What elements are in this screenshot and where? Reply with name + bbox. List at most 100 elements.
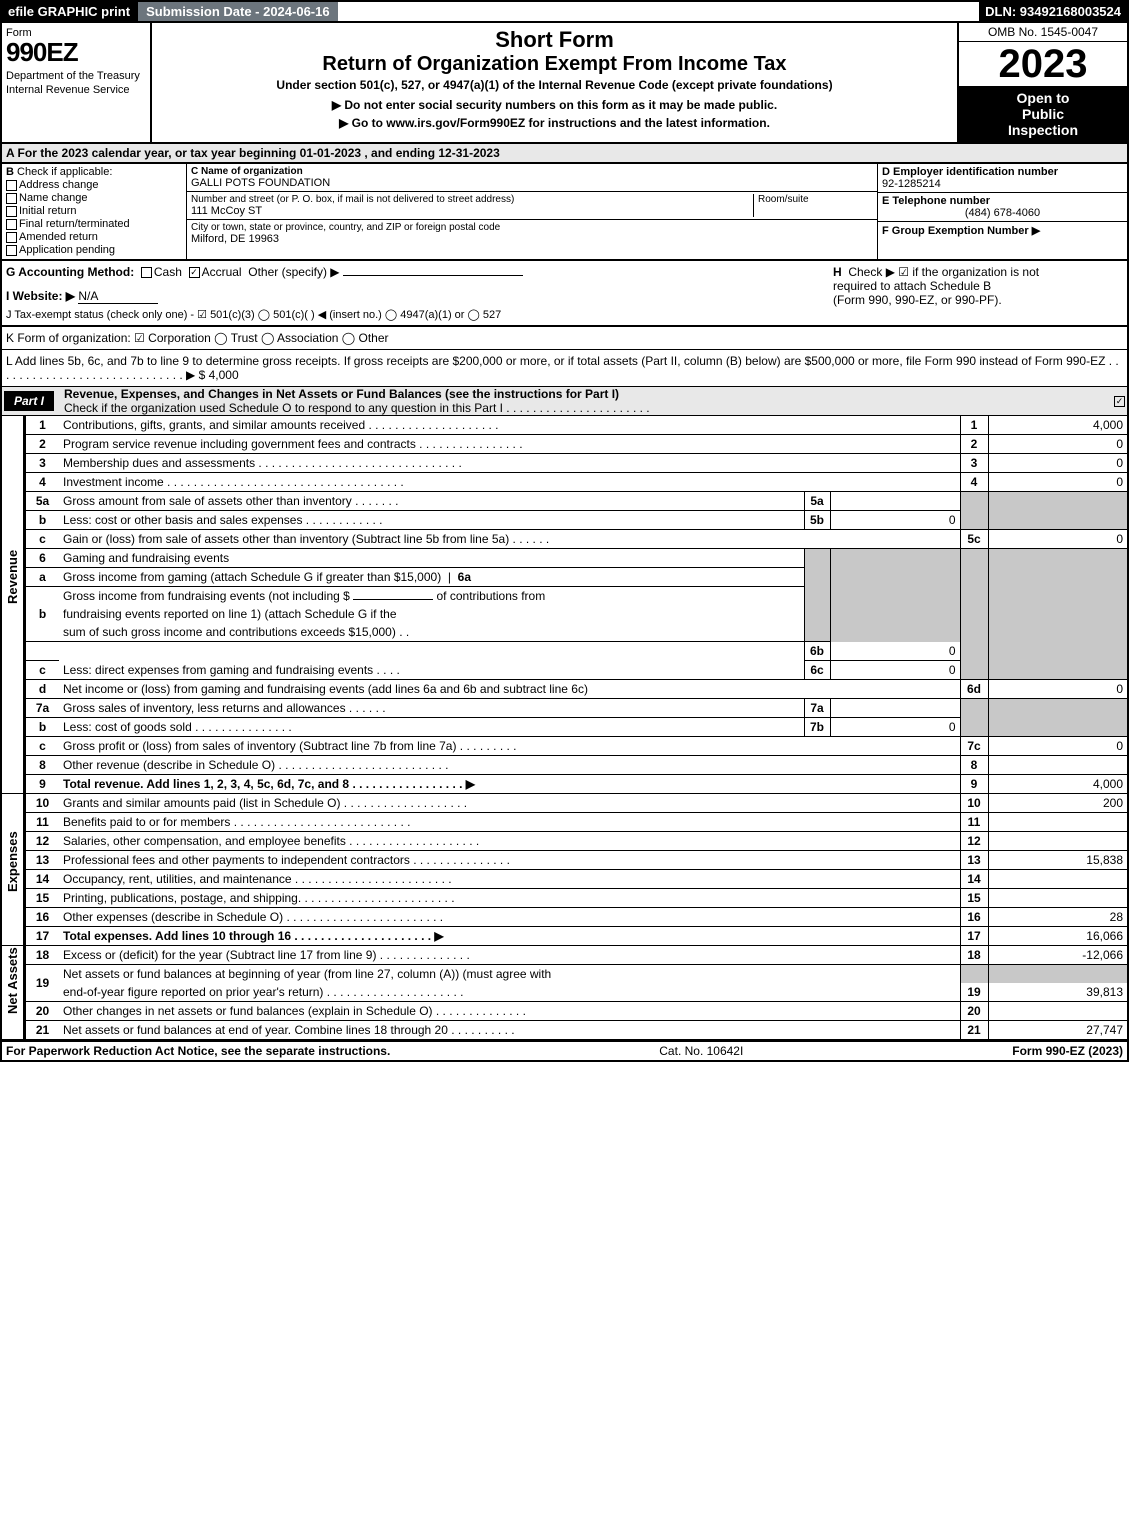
line-6d: dNet income or (loss) from gaming and fu…: [25, 680, 1128, 699]
form-meta-block: OMB No. 1545-0047 2023 Open to Public In…: [957, 23, 1127, 142]
revenue-section: Revenue 1Contributions, gifts, grants, a…: [0, 416, 1129, 794]
chk-cash[interactable]: [141, 267, 152, 278]
side-label-revenue: Revenue: [5, 583, 20, 604]
chk-name-change[interactable]: Name change: [6, 192, 182, 204]
net-assets-table: 18Excess or (deficit) for the year (Subt…: [24, 946, 1129, 1041]
line-16: 16Other expenses (describe in Schedule O…: [25, 908, 1128, 927]
dept-treasury: Department of the Treasury: [6, 70, 146, 82]
org-street: 111 McCoy ST: [191, 205, 753, 217]
line-14: 14Occupancy, rent, utilities, and mainte…: [25, 870, 1128, 889]
line-20: 20Other changes in net assets or fund ba…: [25, 1002, 1128, 1021]
line-10: 10Grants and similar amounts paid (list …: [25, 794, 1128, 813]
revenue-table: 1Contributions, gifts, grants, and simil…: [24, 416, 1129, 794]
tax-year: 2023: [959, 42, 1127, 86]
i-label: I Website: ▶: [6, 289, 75, 303]
h-line2: required to attach Schedule B: [833, 279, 1123, 293]
ein-value: 92-1285214: [882, 178, 941, 190]
line-9: 9Total revenue. Add lines 1, 2, 3, 4, 5c…: [25, 775, 1128, 794]
g-accrual: Accrual: [202, 265, 242, 279]
side-label-net-assets: Net Assets: [5, 993, 20, 1014]
title-ssn-warning: ▶ Do not enter social security numbers o…: [332, 98, 777, 112]
line-15: 15Printing, publications, postage, and s…: [25, 889, 1128, 908]
line-7c: cGross profit or (loss) from sales of in…: [25, 737, 1128, 756]
org-city: Milford, DE 19963: [191, 233, 500, 245]
pub-line2: Public: [963, 106, 1123, 122]
submission-date: Submission Date - 2024-06-16: [136, 2, 338, 21]
efile-print-text[interactable]: efile GRAPHIC print: [8, 4, 130, 19]
line-1: 1Contributions, gifts, grants, and simil…: [25, 416, 1128, 435]
footer-cat-no: Cat. No. 10642I: [659, 1044, 743, 1058]
title-goto-link[interactable]: ▶ Go to www.irs.gov/Form990EZ for instru…: [339, 116, 770, 130]
line-3: 3Membership dues and assessments . . . .…: [25, 454, 1128, 473]
h-line3: (Form 990, 990-EZ, or 990-PF).: [833, 293, 1123, 307]
line-13: 13Professional fees and other payments t…: [25, 851, 1128, 870]
part-1-title: Revenue, Expenses, and Changes in Net As…: [64, 387, 619, 401]
l-text: L Add lines 5b, 6c, and 7b to line 9 to …: [6, 354, 1119, 382]
chk-initial-return[interactable]: Initial return: [6, 205, 182, 217]
b-label: Check if applicable:: [17, 166, 112, 178]
6b-contrib-input[interactable]: [353, 599, 433, 600]
line-5a: 5aGross amount from sale of assets other…: [25, 492, 1128, 511]
c-city-label: City or town, state or province, country…: [191, 222, 500, 233]
form-number: 990EZ: [6, 37, 146, 68]
efile-print-link[interactable]: efile GRAPHIC print: [2, 2, 136, 21]
section-c-org-info: C Name of organization GALLI POTS FOUNDA…: [187, 164, 877, 259]
section-b-checkboxes: B Check if applicable: Address change Na…: [2, 164, 187, 259]
h-line1: Check ▶ ☑ if the organization is not: [848, 265, 1039, 279]
f-group-label: F Group Exemption Number ▶: [882, 225, 1040, 237]
footer-left: For Paperwork Reduction Act Notice, see …: [6, 1044, 390, 1058]
net-assets-section: Net Assets 18Excess or (deficit) for the…: [0, 946, 1129, 1041]
pub-line1: Open to: [963, 90, 1123, 106]
chk-accrual[interactable]: ✓: [189, 267, 200, 278]
chk-application-pending[interactable]: Application pending: [6, 244, 182, 256]
form-title-block: Short Form Return of Organization Exempt…: [152, 23, 957, 142]
line-19-1: 19Net assets or fund balances at beginni…: [25, 965, 1128, 984]
form-header: Form 990EZ Department of the Treasury In…: [0, 23, 1129, 144]
chk-amended-return[interactable]: Amended return: [6, 231, 182, 243]
dept-irs: Internal Revenue Service: [6, 84, 146, 96]
omb-number: OMB No. 1545-0047: [959, 23, 1127, 42]
title-section: Under section 501(c), 527, or 4947(a)(1)…: [276, 78, 832, 92]
chk-address-change[interactable]: Address change: [6, 179, 182, 191]
line-18: 18Excess or (deficit) for the year (Subt…: [25, 946, 1128, 965]
website-value: N/A: [78, 289, 158, 304]
section-k: K Form of organization: ☑ Corporation ◯ …: [0, 327, 1129, 350]
line-17: 17Total expenses. Add lines 10 through 1…: [25, 927, 1128, 946]
line-4: 4Investment income . . . . . . . . . . .…: [25, 473, 1128, 492]
line-11: 11Benefits paid to or for members . . . …: [25, 813, 1128, 832]
public-inspection: Open to Public Inspection: [959, 86, 1127, 142]
line-6: 6Gaming and fundraising events: [25, 549, 1128, 568]
section-g-h: G Accounting Method: Cash ✓Accrual Other…: [0, 261, 1129, 327]
c-addr-label: Number and street (or P. O. box, if mail…: [191, 194, 753, 205]
c-name-label: C Name of organization: [191, 166, 303, 177]
top-bar: efile GRAPHIC print Submission Date - 20…: [0, 0, 1129, 23]
part-1-header: Part I Revenue, Expenses, and Changes in…: [0, 387, 1129, 416]
section-d-e-f: D Employer identification number 92-1285…: [877, 164, 1127, 259]
footer-form-ref: Form 990-EZ (2023): [1012, 1044, 1123, 1058]
dln-number: DLN: 93492168003524: [979, 2, 1127, 21]
d-ein-label: D Employer identification number: [882, 166, 1058, 178]
section-a-calendar-year: A For the 2023 calendar year, or tax yea…: [0, 144, 1129, 164]
side-label-expenses: Expenses: [5, 871, 20, 892]
section-j: J Tax-exempt status (check only one) - ☑…: [6, 308, 825, 321]
form-id-block: Form 990EZ Department of the Treasury In…: [2, 23, 152, 142]
line-5c: cGain or (loss) from sale of assets othe…: [25, 530, 1128, 549]
c-room-label: Room/suite: [758, 194, 873, 205]
expenses-table: 10Grants and similar amounts paid (list …: [24, 794, 1129, 946]
chk-final-return[interactable]: Final return/terminated: [6, 218, 182, 230]
line-12: 12Salaries, other compensation, and empl…: [25, 832, 1128, 851]
l-amount: 4,000: [209, 368, 239, 382]
part-1-title-block: Revenue, Expenses, and Changes in Net As…: [56, 387, 1114, 415]
part-1-subtitle: Check if the organization used Schedule …: [64, 401, 650, 415]
pub-line3: Inspection: [963, 122, 1123, 138]
section-l: L Add lines 5b, 6c, and 7b to line 9 to …: [0, 350, 1129, 387]
section-b-to-f: B Check if applicable: Address change Na…: [0, 164, 1129, 261]
section-h: H Check ▶ ☑ if the organization is not r…: [833, 265, 1123, 307]
expenses-section: Expenses 10Grants and similar amounts pa…: [0, 794, 1129, 946]
tel-value: (484) 678-4060: [882, 207, 1123, 219]
g-label: G Accounting Method:: [6, 265, 134, 279]
chk-schedule-o[interactable]: ✓: [1114, 396, 1125, 407]
g-other-input[interactable]: [343, 275, 523, 276]
line-8: 8Other revenue (describe in Schedule O) …: [25, 756, 1128, 775]
page-footer: For Paperwork Reduction Act Notice, see …: [0, 1041, 1129, 1062]
